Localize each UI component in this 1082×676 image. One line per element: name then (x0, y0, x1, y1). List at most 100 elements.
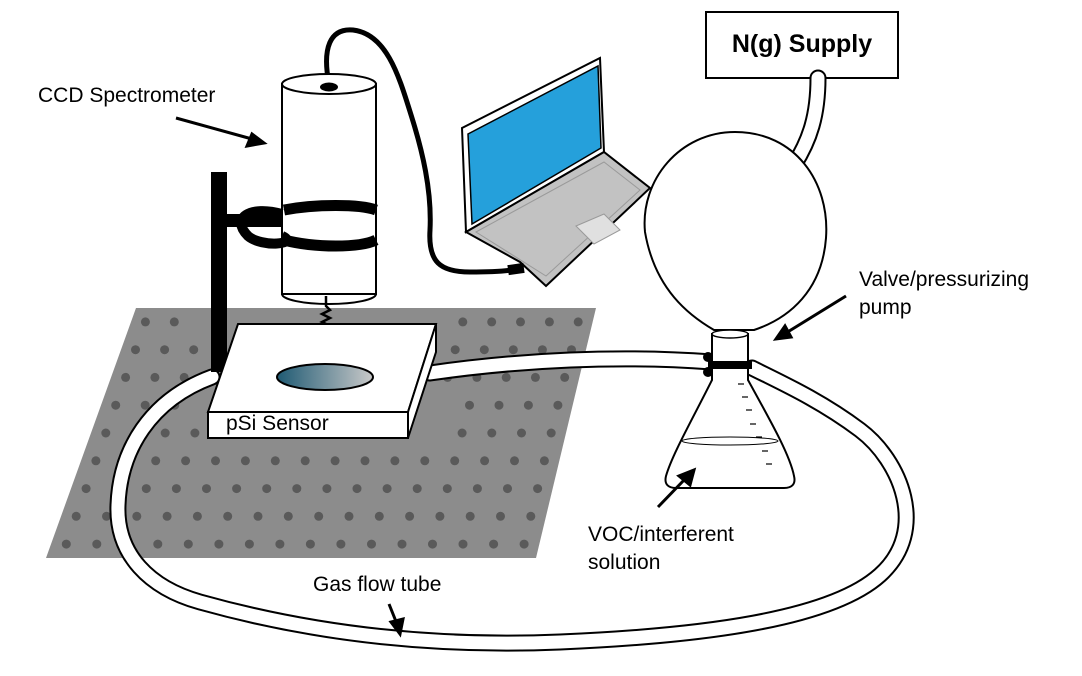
table-hole (479, 345, 489, 355)
table-hole (101, 428, 111, 438)
psi-sensor (206, 323, 438, 439)
gas-flow-tube (109, 350, 915, 652)
table-hole (442, 484, 452, 494)
table-hole (81, 484, 91, 494)
table-hole (533, 484, 543, 494)
table-hole (160, 428, 170, 438)
table-hole (519, 539, 529, 549)
table-hole (496, 511, 505, 521)
table-hole (367, 539, 376, 549)
table-hole (244, 539, 254, 549)
table-hole (240, 456, 250, 466)
valve-pump-label-line1: Valve/pressurizing (859, 268, 1030, 291)
table-hole (501, 372, 511, 382)
table-hole (420, 456, 430, 466)
table-hole (544, 317, 554, 327)
valve-pump-label-line2: pump (859, 296, 912, 320)
n2-supply-label: N(g) Supply (731, 30, 873, 58)
table-hole (132, 511, 142, 521)
table-hole (211, 456, 220, 466)
table-hole (91, 456, 101, 466)
table-hole (92, 539, 102, 549)
table-hole (160, 345, 170, 355)
table-hole (480, 456, 490, 466)
table-hole (352, 484, 362, 494)
valve-pump-label: Valve/pressurizing pump (859, 266, 1029, 323)
table-hole (150, 372, 160, 382)
table-hole (537, 345, 547, 355)
voc-label-line1: VOC/interferent (588, 523, 734, 546)
table-hole (382, 484, 392, 494)
table-hole (472, 484, 482, 494)
table-hole (305, 539, 315, 549)
table-hole (360, 456, 370, 466)
table-hole (510, 456, 519, 466)
table-hole (530, 372, 540, 382)
table-hole (121, 372, 131, 382)
ccd-spectrometer (236, 73, 379, 363)
table-hole (405, 511, 415, 521)
table-hole (102, 511, 111, 521)
table-hole (458, 317, 468, 327)
table-hole (523, 400, 533, 410)
table-hole (190, 428, 200, 438)
table-hole (153, 539, 163, 549)
table-hole (181, 456, 191, 466)
table-hole (503, 484, 512, 494)
gas-flow-tube-label: Gas flow tube (313, 573, 442, 596)
table-hole (517, 428, 526, 438)
table-hole (336, 539, 346, 549)
erlenmeyer-flask (664, 329, 796, 489)
table-hole (169, 317, 179, 327)
table-hole (314, 511, 324, 521)
table-hole (223, 511, 233, 521)
table-hole (494, 400, 504, 410)
table-hole (560, 372, 570, 382)
table-hole (71, 511, 81, 521)
psi-sensor-label: pSi Sensor (226, 412, 329, 435)
table-hole (539, 456, 549, 466)
porous-silicon-sample (276, 363, 374, 391)
table-hole (162, 511, 172, 521)
table-hole (508, 345, 518, 355)
table-hole (573, 317, 583, 327)
laptop (460, 56, 652, 288)
voc-solution-label: VOC/interferent solution (588, 521, 734, 578)
table-hole (374, 511, 384, 521)
table-hole (428, 539, 437, 549)
table-hole (202, 484, 211, 494)
table-hole (487, 428, 497, 438)
table-hole (390, 456, 400, 466)
table-hole (292, 484, 302, 494)
table-hole (140, 317, 150, 327)
clamp-stand (211, 172, 282, 372)
table-hole (111, 400, 121, 410)
annotation-arrows (175, 116, 847, 638)
table-hole (322, 484, 332, 494)
table-hole (283, 511, 293, 521)
table-hole (450, 345, 460, 355)
table-hole (435, 511, 445, 521)
table-hole (141, 484, 151, 494)
table-hole (171, 484, 181, 494)
table-hole (546, 428, 556, 438)
table-hole (183, 539, 193, 549)
table-hole (516, 317, 525, 327)
table-hole (192, 511, 202, 521)
pressurizing-bulb (643, 130, 828, 331)
table-hole (458, 539, 468, 549)
spectrometer-cable (324, 27, 515, 275)
table-hole (397, 539, 407, 549)
table-hole (262, 484, 272, 494)
table-hole (61, 539, 71, 549)
table-hole (487, 317, 497, 327)
table-hole (131, 345, 140, 355)
ccd-spectrometer-label: CCD Spectrometer (38, 84, 216, 107)
table-hole (457, 428, 467, 438)
table-hole (450, 456, 460, 466)
voc-label-line2: solution (588, 551, 661, 575)
table-hole (344, 511, 354, 521)
table-hole (189, 345, 199, 355)
table-hole (140, 400, 150, 410)
